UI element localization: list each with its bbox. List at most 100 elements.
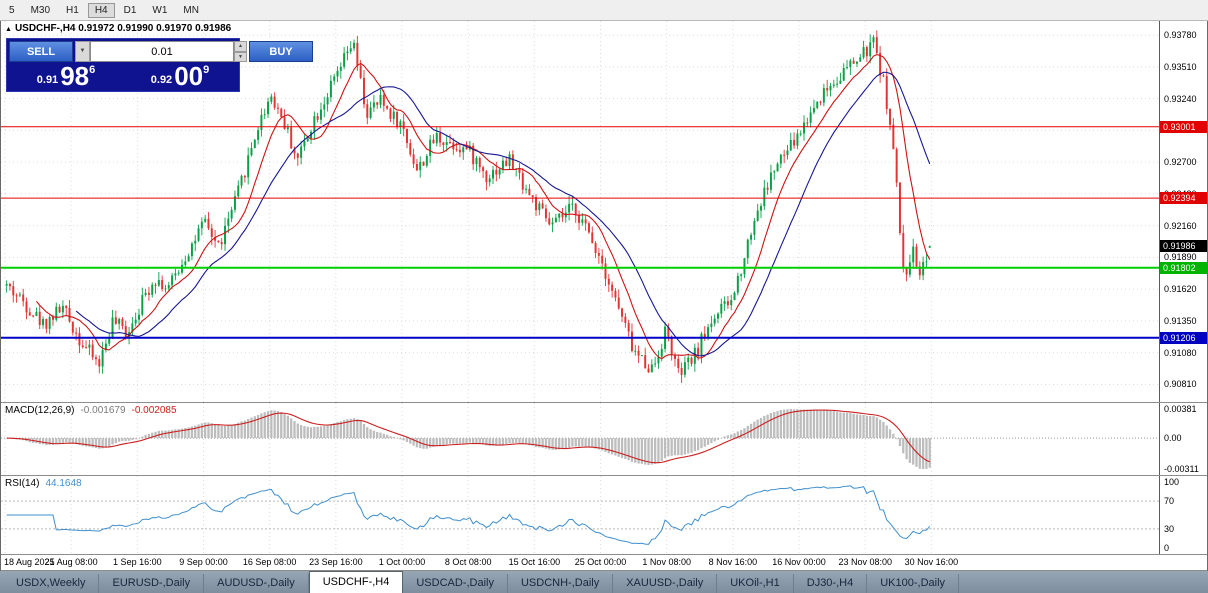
price-tick-label: 0.93240 — [1164, 93, 1197, 104]
one-click-trading-panel: SELL ▼ ▲ ▼ BUY 0.91986 — [6, 38, 313, 92]
lot-size-input[interactable] — [90, 41, 234, 62]
macd-plot — [1, 403, 1159, 475]
buy-button[interactable]: BUY — [249, 41, 313, 62]
time-label: 15 Oct 16:00 — [508, 557, 561, 567]
buy-price-pip: 9 — [203, 64, 210, 76]
timeframe-toolbar: 5 M30 H1 H4 D1 W1 MN — [0, 0, 1208, 21]
price-tick-label: 0.91620 — [1164, 284, 1197, 295]
chart-tab-bar: USDX,Weekly EURUSD-,Daily AUDUSD-,Daily USD… — [0, 571, 1208, 593]
time-label: 8 Oct 08:00 — [444, 557, 492, 567]
timeframe-button-h1[interactable]: H1 — [66, 4, 79, 16]
chart-tab-usdcnh-daily[interactable]: USDCNH-,Daily — [508, 574, 614, 593]
time-label: 16 Nov 00:00 — [772, 557, 826, 567]
moving-average-line — [36, 54, 931, 360]
chart-window: ▲ USDCHF-,H4 0.91972 0.91990 0.91970 0.91… — [0, 21, 1208, 571]
rsi-axis-30-label: 30 — [1164, 523, 1175, 534]
sell-button[interactable]: SELL — [9, 41, 73, 62]
time-label: 25 Oct 00:00 — [574, 557, 627, 567]
time-label: 1 Nov 08:00 — [642, 557, 691, 567]
price-tick-label: 0.90810 — [1164, 379, 1197, 390]
time-label: 9 Sep 00:00 — [179, 557, 228, 567]
price-tick-label: 0.93780 — [1164, 30, 1197, 41]
ohlc-high: 0.91990 — [117, 23, 154, 34]
price-tick-label: 0.91890 — [1164, 252, 1197, 263]
macd-axis-min-label: -0.00311 — [1164, 464, 1199, 474]
price-badge: 0.91802 — [1160, 261, 1207, 274]
rsi-name: RSI(14) — [5, 478, 40, 489]
rsi-indicator-panel[interactable]: RSI(14) 44.1648 100 70 30 0 — [1, 476, 1207, 555]
moving-average-line — [75, 71, 931, 357]
rsi-axis-70-label: 70 — [1164, 496, 1175, 507]
chart-tab-ukoil-h1[interactable]: UKOil-,H1 — [717, 574, 794, 593]
collapse-arrow-icon[interactable]: ▲ — [5, 26, 12, 33]
macd-axis[interactable]: 0.00381 0.00 -0.00311 — [1159, 403, 1207, 475]
sell-price-prefix: 0.91 — [36, 74, 59, 86]
lot-spinner-down-icon[interactable]: ▼ — [234, 51, 247, 62]
macd-indicator-panel[interactable]: MACD(12,26,9) -0.001679 -0.002085 0.00381 0… — [1, 403, 1207, 476]
timeframe-button-mn[interactable]: MN — [183, 4, 199, 16]
ohlc-open: 0.91972 — [78, 23, 115, 34]
timeframe-button-5[interactable]: 5 — [9, 4, 15, 16]
macd-name: MACD(12,26,9) — [5, 405, 75, 416]
time-label: 8 Nov 16:00 — [708, 557, 758, 567]
ohlc-low: 0.91970 — [156, 23, 193, 34]
symbol-timeframe-label: USDCHF-,H4 — [14, 23, 76, 34]
rsi-plot — [1, 476, 1159, 554]
time-label: 16 Sep 08:00 — [242, 557, 297, 567]
sell-price-pip: 6 — [89, 64, 96, 76]
price-chart-panel[interactable]: ▲ USDCHF-,H4 0.91972 0.91990 0.91970 0.91… — [1, 21, 1207, 403]
chart-tab-usdchf-h4[interactable]: USDCHF-,H4 — [308, 571, 404, 593]
lot-size-control: ▼ ▲ ▼ — [75, 41, 247, 62]
lot-spinner: ▲ ▼ — [234, 41, 247, 62]
time-label: 18 Aug 2021 — [4, 557, 55, 567]
chart-tab-xauusd-daily[interactable]: XAUUSD-,Daily — [613, 574, 718, 593]
lot-spinner-up-icon[interactable]: ▲ — [234, 41, 247, 52]
macd-axis-max-label: 0.00381 — [1164, 404, 1197, 414]
time-label: 1 Oct 00:00 — [378, 557, 426, 567]
price-badge: 0.93001 — [1160, 120, 1207, 133]
price-axis[interactable]: 0.937800.935100.932400.929700.927000.924… — [1159, 21, 1207, 402]
lot-dropdown-icon[interactable]: ▼ — [75, 41, 90, 62]
buy-price-prefix: 0.92 — [150, 74, 173, 86]
candlestick-plot[interactable] — [1, 21, 1159, 402]
macd-label: MACD(12,26,9) -0.001679 -0.002085 — [5, 405, 177, 416]
timeframe-button-d1[interactable]: D1 — [123, 4, 137, 16]
time-label: 30 Nov 16:00 — [904, 557, 959, 567]
chart-tab-dj30-h4[interactable]: DJ30-,H4 — [794, 574, 868, 593]
rsi-line — [6, 485, 931, 545]
rsi-label: RSI(14) 44.1648 — [5, 478, 82, 489]
time-label: 23 Nov 08:00 — [838, 557, 892, 567]
macd-axis-zero-label: 0.00 — [1164, 433, 1182, 444]
price-tick-label: 0.93510 — [1164, 61, 1197, 72]
chart-tab-uk100-daily[interactable]: UK100-,Daily — [867, 574, 960, 593]
price-badge: 0.91206 — [1160, 331, 1207, 344]
candles-layer — [5, 30, 931, 383]
buy-price-display[interactable]: 0.92 00 9 — [123, 61, 237, 91]
chart-tab-usdcad-daily[interactable]: USDCAD-,Daily — [403, 574, 508, 593]
chart-tab-audusd-daily[interactable]: AUDUSD-,Daily — [204, 574, 309, 593]
rsi-axis-100-label: 100 — [1164, 477, 1180, 487]
sell-price-display[interactable]: 0.91 98 6 — [9, 61, 123, 91]
chart-tab-usdx-weekly[interactable]: USDX,Weekly — [3, 574, 100, 593]
ohlc-close: 0.91986 — [195, 23, 232, 34]
rsi-value: 44.1648 — [45, 478, 82, 489]
price-tick-label: 0.92700 — [1164, 157, 1197, 168]
chart-tab-eurusd-daily[interactable]: EURUSD-,Daily — [99, 574, 205, 593]
rsi-axis[interactable]: 100 70 30 0 — [1159, 476, 1207, 554]
timeframe-button-h4[interactable]: H4 — [87, 2, 115, 18]
time-label: 23 Sep 16:00 — [309, 557, 363, 567]
timeframe-button-m30[interactable]: M30 — [30, 4, 51, 16]
timeframe-button-w1[interactable]: W1 — [152, 4, 168, 16]
time-label: 1 Sep 16:00 — [113, 557, 162, 567]
price-badge: 0.92394 — [1160, 192, 1207, 205]
buy-price-big: 00 — [174, 61, 204, 91]
price-tick-label: 0.92160 — [1164, 220, 1197, 231]
rsi-axis-0-label: 0 — [1164, 543, 1170, 553]
chart-title: ▲ USDCHF-,H4 0.91972 0.91990 0.91970 0.91… — [5, 23, 231, 34]
macd-signal-value: -0.002085 — [131, 405, 177, 416]
macd-main-value: -0.001679 — [80, 405, 126, 416]
time-axis[interactable]: 18 Aug 2021 25 Aug 08:00 1 Sep 16:00 9 Sep … — [1, 555, 1207, 571]
sell-price-big: 98 — [60, 61, 90, 91]
time-label: 25 Aug 08:00 — [44, 557, 98, 567]
